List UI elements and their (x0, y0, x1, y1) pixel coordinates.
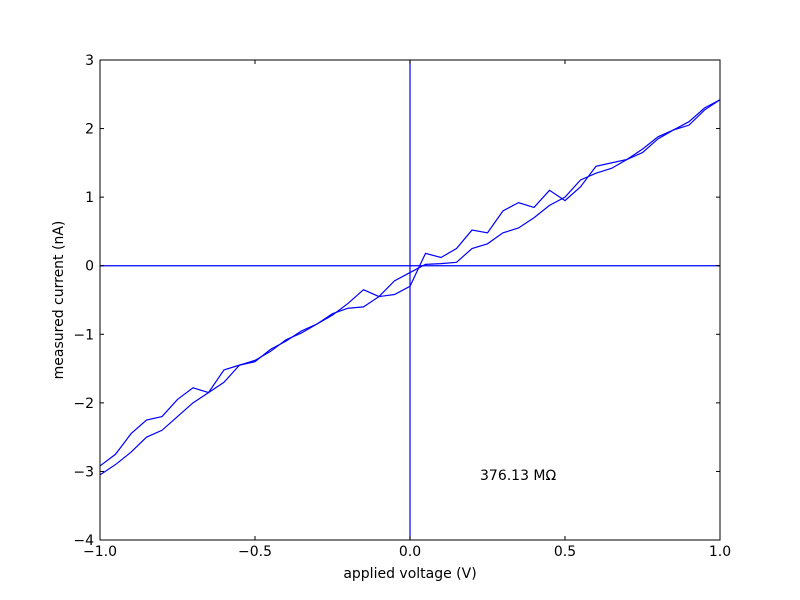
annotation: 376.13 MΩ (480, 468, 557, 484)
y-tick-label: 2 (85, 122, 94, 138)
x-tick-label: −0.5 (238, 544, 272, 560)
x-tick-label: 0.5 (554, 544, 576, 560)
y-tick-label: 0 (85, 259, 94, 275)
x-tick-label: 0.0 (399, 544, 421, 560)
y-tick-label: −2 (73, 396, 94, 412)
y-tick-label: 3 (85, 53, 94, 69)
x-axis-label: applied voltage (V) (343, 566, 476, 582)
y-tick-label: −3 (73, 464, 94, 480)
y-tick-label: −1 (73, 327, 94, 343)
y-axis-label: measured current (nA) (51, 221, 67, 380)
x-tick-label: 1.0 (709, 544, 731, 560)
y-tick-label: −4 (73, 533, 94, 549)
x-tick-label: −1.0 (83, 544, 117, 560)
y-tick-label: 1 (85, 190, 94, 206)
